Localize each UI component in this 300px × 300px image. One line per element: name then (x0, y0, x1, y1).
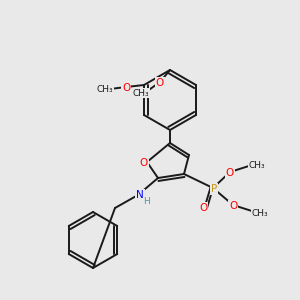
Text: O: O (199, 203, 207, 213)
Text: O: O (229, 201, 237, 211)
Text: O: O (122, 83, 130, 93)
Text: H: H (144, 196, 150, 206)
Text: N: N (136, 190, 144, 200)
Text: CH₃: CH₃ (97, 85, 113, 94)
Text: O: O (226, 168, 234, 178)
Text: O: O (140, 158, 148, 168)
Text: O: O (156, 78, 164, 88)
Text: P: P (211, 184, 217, 194)
Text: CH₃: CH₃ (133, 88, 149, 98)
Text: CH₃: CH₃ (252, 208, 268, 217)
Text: CH₃: CH₃ (249, 161, 265, 170)
